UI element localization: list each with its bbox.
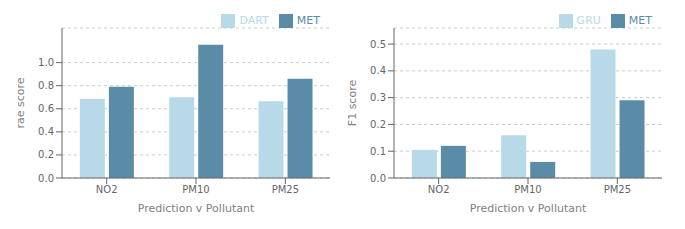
html-text:DART: DART xyxy=(239,14,269,27)
svg-text:0.2: 0.2 xyxy=(38,149,54,160)
html-text:MET: MET xyxy=(296,14,320,27)
svg-text:0.2: 0.2 xyxy=(370,119,386,130)
svg-text:PM10: PM10 xyxy=(182,184,209,195)
svg-text:0.4: 0.4 xyxy=(370,65,386,76)
svg-text:PM10: PM10 xyxy=(514,184,541,195)
html-text:GRU: GRU xyxy=(576,14,601,27)
svg-text:0.0: 0.0 xyxy=(370,173,386,184)
svg-text:0.4: 0.4 xyxy=(38,126,54,137)
svg-text:0.8: 0.8 xyxy=(38,80,54,91)
svg-text:0.1: 0.1 xyxy=(370,146,386,157)
svg-text:F1 score: F1 score xyxy=(346,80,359,127)
html-text:MET: MET xyxy=(628,14,652,27)
svg-text:rae score: rae score xyxy=(14,77,27,128)
svg-text:0.5: 0.5 xyxy=(370,39,386,50)
svg-text:NO2: NO2 xyxy=(428,184,450,195)
svg-text:NO2: NO2 xyxy=(96,184,118,195)
svg-text:1.0: 1.0 xyxy=(38,57,54,68)
svg-text:0.3: 0.3 xyxy=(370,92,386,103)
svg-text:Prediction v Pollutant: Prediction v Pollutant xyxy=(470,202,587,215)
svg-text:Prediction v Pollutant: Prediction v Pollutant xyxy=(138,202,255,215)
svg-text:PM25: PM25 xyxy=(272,184,299,195)
svg-text:0.6: 0.6 xyxy=(38,103,54,114)
svg-text:0.0: 0.0 xyxy=(38,173,54,184)
svg-text:PM25: PM25 xyxy=(604,184,631,195)
